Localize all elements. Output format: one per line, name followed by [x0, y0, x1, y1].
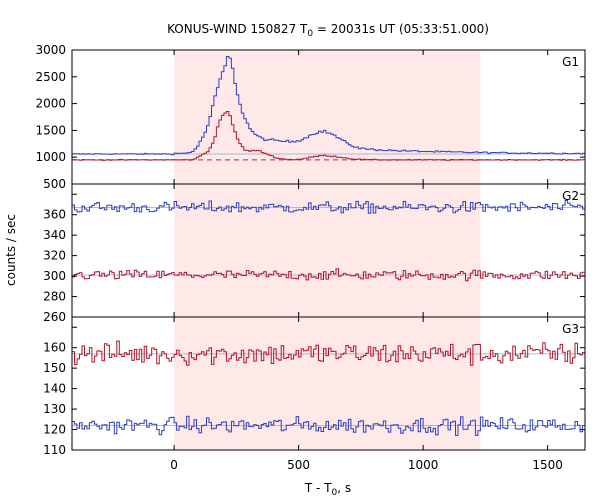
panel-g1: 500 1000 1500 2000 2500 3000 G1 — [35, 43, 586, 191]
x-tick-label: 0 — [170, 458, 178, 472]
x-axis-label-rest: , s — [337, 481, 351, 495]
series-line-a — [72, 415, 585, 436]
series-line-b — [72, 268, 585, 282]
panel-g3: 110 120 130 140 150 160 G3 — [43, 316, 586, 457]
y-tick-label: 140 — [43, 382, 66, 396]
y-tick-label: 300 — [43, 269, 66, 283]
panel-g2: 260 280 300 320 340 360 G2 — [43, 183, 586, 324]
panel-frame — [71, 316, 586, 451]
y-tick-label: 2500 — [35, 70, 66, 84]
y-axis-label: counts / sec — [4, 214, 18, 286]
series-line-b — [72, 111, 585, 161]
chart-title-main: KONUS-WIND 150827 T — [167, 22, 308, 36]
panels-group: 50010001500200025003000G1260280300320340… — [35, 43, 586, 472]
panel-label-g2: G2 — [562, 189, 579, 203]
x-axis-label: T - T0, s — [304, 481, 351, 498]
y-tick-label: 260 — [43, 310, 66, 324]
y-tick-label: 340 — [43, 228, 66, 242]
x-axis-label-subscript: 0 — [332, 488, 338, 498]
x-tick-label: 1000 — [408, 458, 439, 472]
y-tick-label: 3000 — [35, 43, 66, 57]
series-line-b — [72, 340, 585, 366]
series-line-a — [72, 56, 585, 156]
series-line-a — [72, 200, 585, 214]
y-tick-label: 1000 — [35, 150, 66, 164]
interval-highlight — [174, 317, 481, 450]
chart-title: KONUS-WIND 150827 T0 = 20031s UT (05:33:… — [167, 22, 489, 39]
y-tick-label: 130 — [43, 402, 66, 416]
chart-title-subscript: 0 — [307, 29, 313, 39]
y-tick-label: 360 — [43, 208, 66, 222]
y-tick-label: 160 — [43, 341, 66, 355]
x-axis-label-main: T - T — [304, 481, 332, 495]
panel-label-g3: G3 — [562, 322, 579, 336]
interval-highlight — [174, 50, 481, 184]
y-tick-label: 2000 — [35, 97, 66, 111]
x-tick-label: 500 — [287, 458, 310, 472]
y-tick-label: 500 — [43, 177, 66, 191]
y-tick-label: 150 — [43, 361, 66, 375]
y-tick-label: 280 — [43, 290, 66, 304]
x-tick-label: 1500 — [532, 458, 563, 472]
panel-label-g1: G1 — [562, 55, 579, 69]
y-tick-label: 1500 — [35, 123, 66, 137]
y-tick-label: 320 — [43, 249, 66, 263]
interval-highlight — [174, 184, 481, 317]
y-tick-label: 120 — [43, 423, 66, 437]
chart-title-rest: = 20031s UT (05:33:51.000) — [313, 22, 489, 36]
y-tick-label: 110 — [43, 443, 66, 457]
